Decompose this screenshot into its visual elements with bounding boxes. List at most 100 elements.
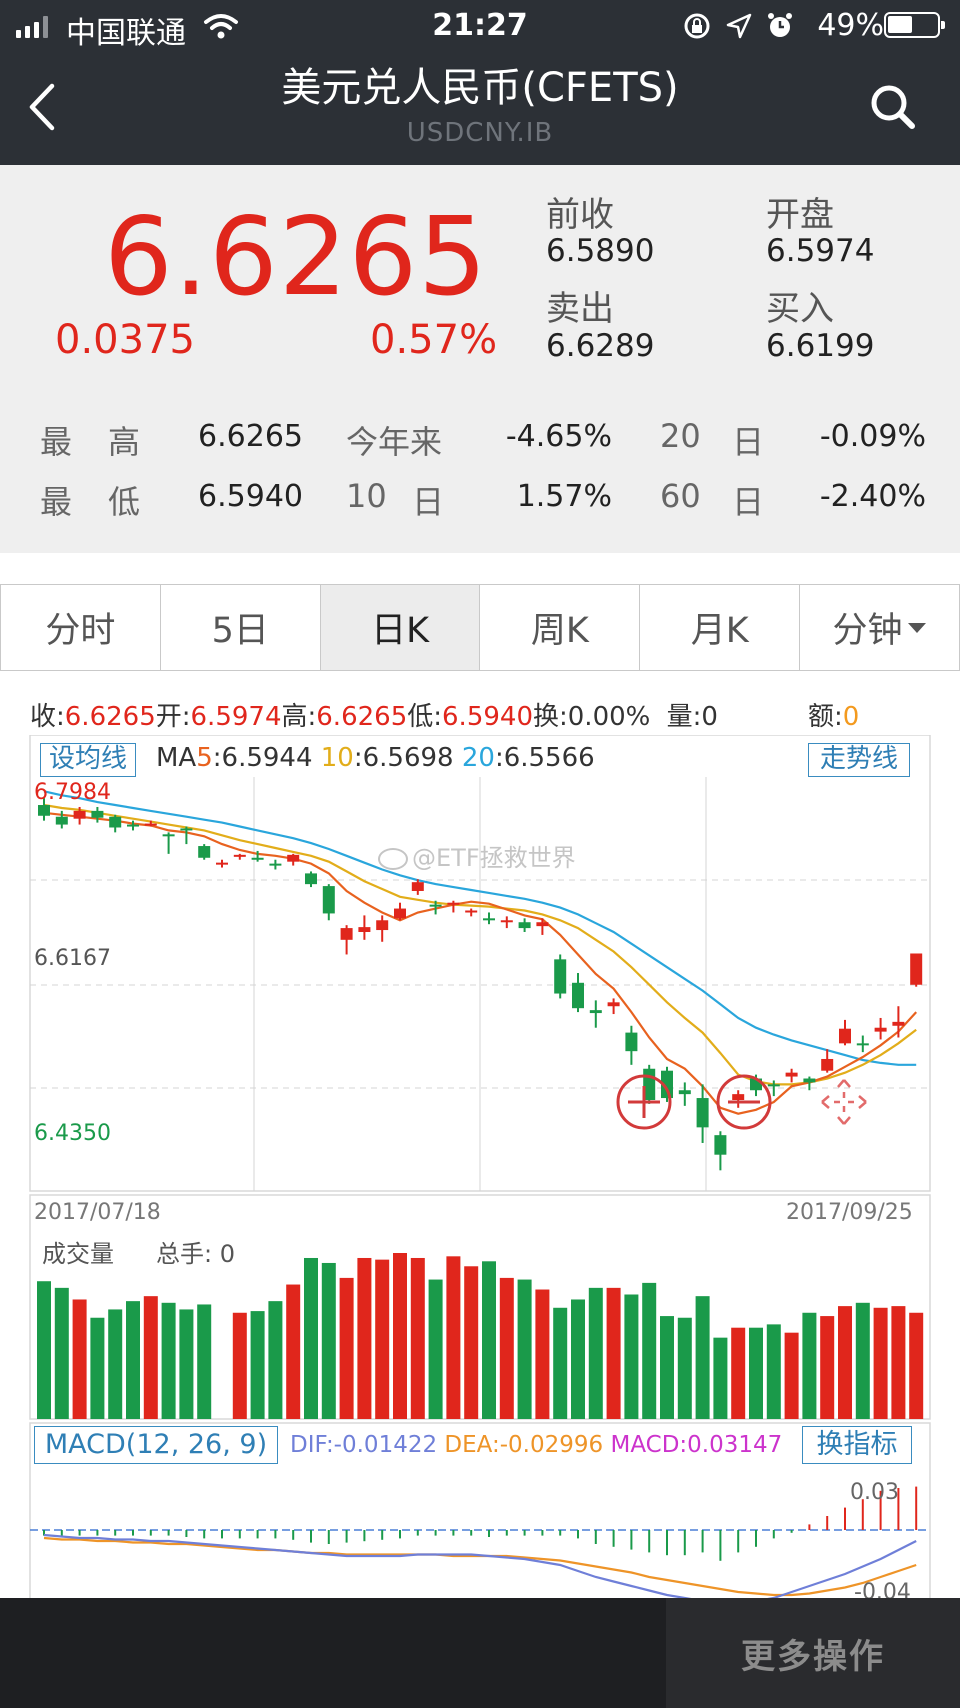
candle-body: [554, 959, 567, 994]
volume-bar: [375, 1259, 390, 1419]
volume-bar: [784, 1332, 799, 1419]
tab-daily-k[interactable]: 日K: [320, 585, 481, 670]
volume-bar: [838, 1306, 852, 1419]
back-icon[interactable]: [26, 82, 58, 132]
volume-bar: [410, 1257, 425, 1419]
low-label-1: 最: [40, 483, 73, 521]
candle-body: [785, 1072, 798, 1077]
volume-bar: [802, 1312, 817, 1419]
tab-intraday-label: 分时: [45, 611, 116, 651]
volume-bar: [250, 1311, 265, 1419]
candle-body: [483, 918, 495, 921]
volume-bar: [108, 1309, 123, 1419]
candle-body: [216, 862, 228, 865]
candle-body: [73, 810, 86, 819]
candle-body: [803, 1078, 816, 1083]
more-actions-button[interactable]: 更多操作: [666, 1598, 960, 1708]
tab-monthly-k[interactable]: 月K: [640, 585, 801, 670]
rotation-lock-icon: [684, 13, 710, 39]
tab-daily-k-label: 日K: [371, 611, 430, 651]
candle-body: [661, 1070, 673, 1099]
tab-monthly-k-label: 月K: [690, 611, 749, 651]
battery-percent: 49%: [817, 8, 884, 43]
candle-body: [839, 1028, 851, 1044]
volume-bar: [54, 1287, 69, 1419]
last-price: 6.6265: [104, 195, 488, 320]
signal-icon: [16, 16, 56, 38]
d10-label-2: 日: [412, 483, 445, 521]
candle-body: [358, 927, 371, 932]
location-icon: [726, 13, 752, 39]
close-value: 6.6265: [64, 702, 156, 732]
candle-body: [856, 1043, 869, 1046]
candle-body: [589, 1010, 602, 1014]
sell-value: 6.6289: [546, 328, 655, 364]
candle-body: [287, 854, 300, 862]
volume-label: 量:: [666, 702, 702, 732]
high-value: 6.6265: [198, 419, 303, 454]
switch-indicator-button[interactable]: 换指标: [802, 1426, 912, 1464]
set-ma-button[interactable]: 设均线: [40, 743, 136, 777]
price-change-pct: 0.57%: [370, 317, 498, 363]
volume-frame: [29, 1194, 931, 1420]
tab-weekly-k[interactable]: 周K: [480, 585, 641, 670]
trend-line-button[interactable]: 走势线: [808, 743, 910, 777]
zoom-in-icon[interactable]: [614, 1072, 674, 1132]
volume-bar: [126, 1301, 140, 1419]
high-label-3: 高:: [281, 702, 317, 732]
low-label-3: 低:: [407, 702, 443, 732]
volume-bar: [286, 1284, 301, 1419]
candle-body: [55, 816, 68, 825]
ohlc-info-line: 收:6.6265开:6.5974高:6.6265低:6.5940换:0.00% …: [30, 696, 718, 733]
volume-bar: [891, 1306, 906, 1419]
candle-body: [38, 805, 50, 816]
candle-body: [127, 824, 139, 827]
volume-total-value: 0: [219, 1240, 236, 1268]
volume-bar: [855, 1302, 870, 1419]
volume-total-label: 总手:: [156, 1240, 213, 1268]
volume-total: 总手: 0: [156, 1234, 235, 1269]
volume-bar: [232, 1312, 247, 1419]
candle-body: [144, 823, 157, 826]
open-value-2: 6.5974: [190, 702, 282, 732]
clock: 21:27: [432, 8, 528, 43]
macd-settings-button[interactable]: MACD(12, 26, 9): [34, 1426, 278, 1464]
search-icon[interactable]: [868, 82, 918, 132]
candle-body: [678, 1090, 691, 1095]
volume-bar: [428, 1279, 443, 1419]
sell-label: 卖出: [546, 289, 614, 329]
volume-bar: [873, 1307, 888, 1419]
candle-body: [465, 910, 478, 913]
tab-5day[interactable]: 5日: [160, 585, 321, 670]
kline-chart[interactable]: [0, 735, 960, 1598]
high-value-2: 6.6265: [316, 702, 408, 732]
high-label-1: 最: [40, 423, 73, 461]
page-subtitle: USDCNY.IB: [406, 118, 554, 148]
d60-label-1: 60: [660, 477, 701, 515]
candle-body: [714, 1135, 727, 1155]
watermark-text: @ETF拯救世界: [412, 844, 576, 872]
bottom-bar: 更多操作: [0, 1598, 960, 1708]
buy-label: 买入: [766, 289, 834, 329]
low-label-2: 低: [108, 483, 141, 521]
volume-bar: [464, 1266, 479, 1419]
volume-bar: [197, 1304, 212, 1419]
volume-bar: [161, 1302, 176, 1419]
carrier-label: 中国联通: [66, 16, 186, 51]
volume-bar: [553, 1307, 568, 1419]
tab-minute[interactable]: 分钟: [800, 585, 959, 670]
candle-body: [394, 908, 406, 919]
move-icon[interactable]: [816, 1074, 872, 1130]
volume-bar: [766, 1324, 781, 1419]
amount-value: 0: [842, 702, 860, 732]
date-end-label: 2017/09/25: [786, 1200, 913, 1225]
tab-intraday[interactable]: 分时: [1, 585, 161, 670]
ma-label: MA: [156, 743, 197, 773]
macd-scale-bottom: -0.04: [854, 1580, 911, 1598]
volume-bar: [499, 1277, 514, 1419]
zoom-out-icon[interactable]: [714, 1072, 774, 1132]
axis-top-label: 6.7984: [34, 780, 111, 805]
top-bar: 中国联通 21:27 49% 美元兑人民币(CFETS) USDCNY.IB: [0, 0, 960, 165]
volume-bar: [304, 1257, 318, 1419]
candle-body: [625, 1032, 638, 1052]
